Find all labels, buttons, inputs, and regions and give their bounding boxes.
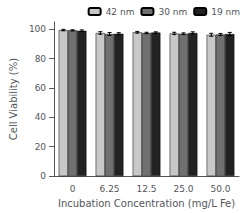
svg-text:6.25: 6.25 — [100, 184, 120, 194]
svg-text:100: 100 — [29, 24, 46, 34]
svg-text:20: 20 — [35, 142, 47, 152]
svg-text:60: 60 — [35, 83, 47, 93]
svg-text:Cell Viability (%): Cell Viability (%) — [8, 58, 19, 141]
svg-text:80: 80 — [35, 54, 47, 64]
svg-text:19 nm: 19 nm — [211, 7, 240, 17]
svg-text:50.0: 50.0 — [210, 184, 230, 194]
svg-text:40: 40 — [35, 112, 47, 122]
svg-text:12.5: 12.5 — [137, 184, 157, 194]
svg-text:Incubation Concentration (mg/L: Incubation Concentration (mg/L Fe) — [58, 198, 235, 209]
svg-text:25.0: 25.0 — [174, 184, 194, 194]
svg-text:30 nm: 30 nm — [158, 7, 187, 17]
svg-text:42 nm: 42 nm — [106, 7, 135, 17]
svg-text:0: 0 — [40, 171, 46, 181]
svg-text:0: 0 — [70, 184, 76, 194]
